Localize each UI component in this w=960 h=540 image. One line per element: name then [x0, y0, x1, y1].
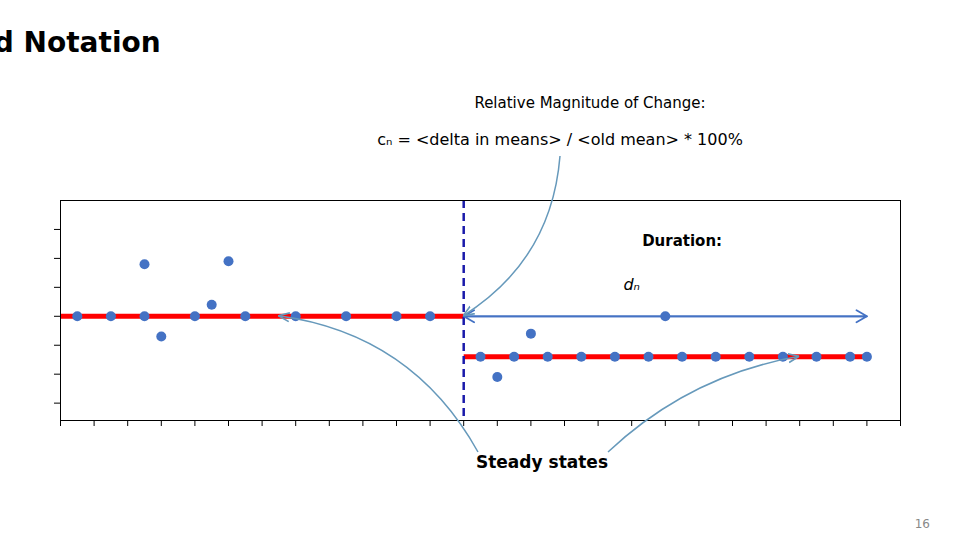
svg-text:Duration:: Duration:: [642, 232, 722, 250]
svg-text:dₙ: dₙ: [623, 275, 640, 294]
svg-text:Relative Magnitude of Change:: Relative Magnitude of Change:: [474, 94, 705, 112]
svg-text:16: 16: [915, 517, 930, 531]
svg-text:Steady states: Steady states: [476, 452, 608, 472]
svg-text:Used Notation: Used Notation: [0, 26, 161, 59]
svg-text:cₙ = <delta in means> / <old m: cₙ = <delta in means> / <old mean> * 100…: [377, 130, 743, 149]
